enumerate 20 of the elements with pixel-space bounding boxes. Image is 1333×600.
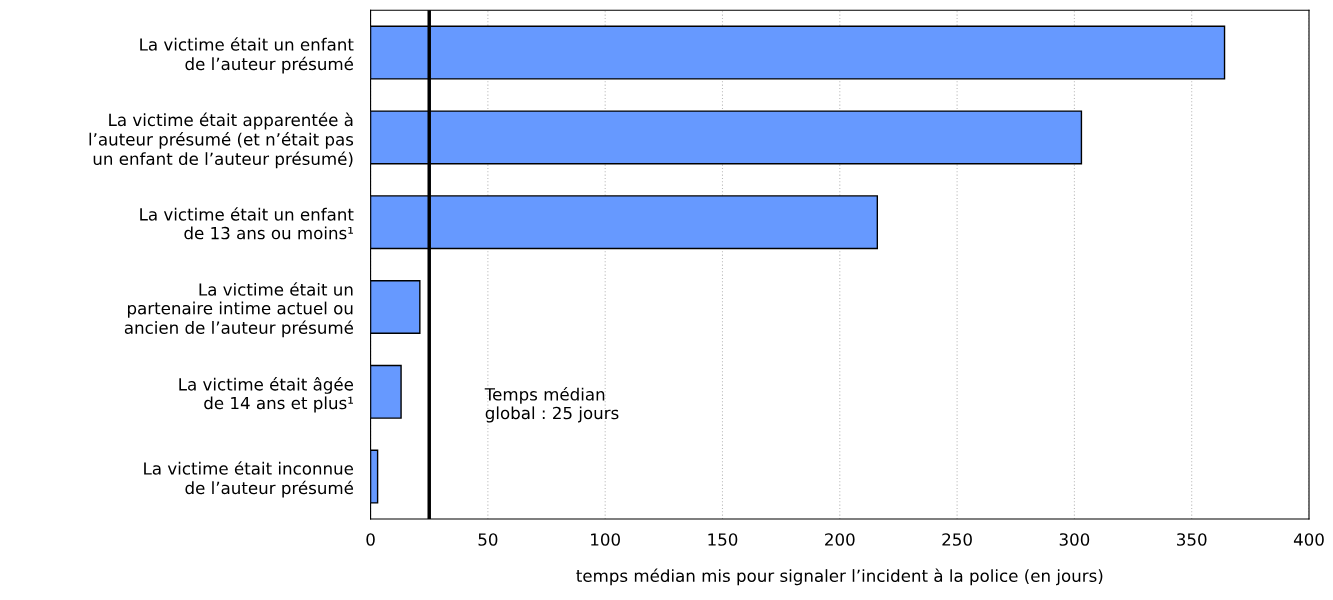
- bar: [370, 280, 421, 334]
- x-tick-label: 200: [825, 533, 855, 546]
- x-tick-label: 300: [1059, 533, 1090, 546]
- x-tick-label: 350: [1177, 533, 1207, 546]
- x-tick-label: 50: [478, 533, 498, 546]
- x-tick-label: 400: [1293, 533, 1324, 546]
- y-tick-label: La victime était apparentée à l’auteur présumé (et n’était pas un enfant de l’auteur présumé): [89, 112, 354, 169]
- x-tick-label: 150: [708, 533, 738, 546]
- y-tick-label: La victime était un enfant de l’auteur présumé: [140, 37, 354, 74]
- x-axis-title: temps médian mis pour signaler l’incident à la police (en jours): [576, 568, 1103, 586]
- y-tick-label: La victime était inconnue de l’auteur présumé: [144, 461, 354, 498]
- bar: [370, 449, 379, 504]
- y-tick-label: La victime était un partenaire intime actuel ou ancien de l’auteur présumé: [124, 282, 354, 338]
- y-tick-label: La victime était âgée de 14 ans et plus¹: [179, 377, 354, 413]
- x-tick-label: 0: [366, 533, 375, 546]
- y-tick-label: La victime était un enfant de 13 ans ou moins¹: [140, 207, 354, 240]
- x-tick-label: 100: [591, 533, 620, 546]
- ref-line-label: Temps médian global : 25 jours: [484, 387, 619, 423]
- bar: [370, 364, 402, 419]
- x-tick-label: 250: [942, 533, 972, 546]
